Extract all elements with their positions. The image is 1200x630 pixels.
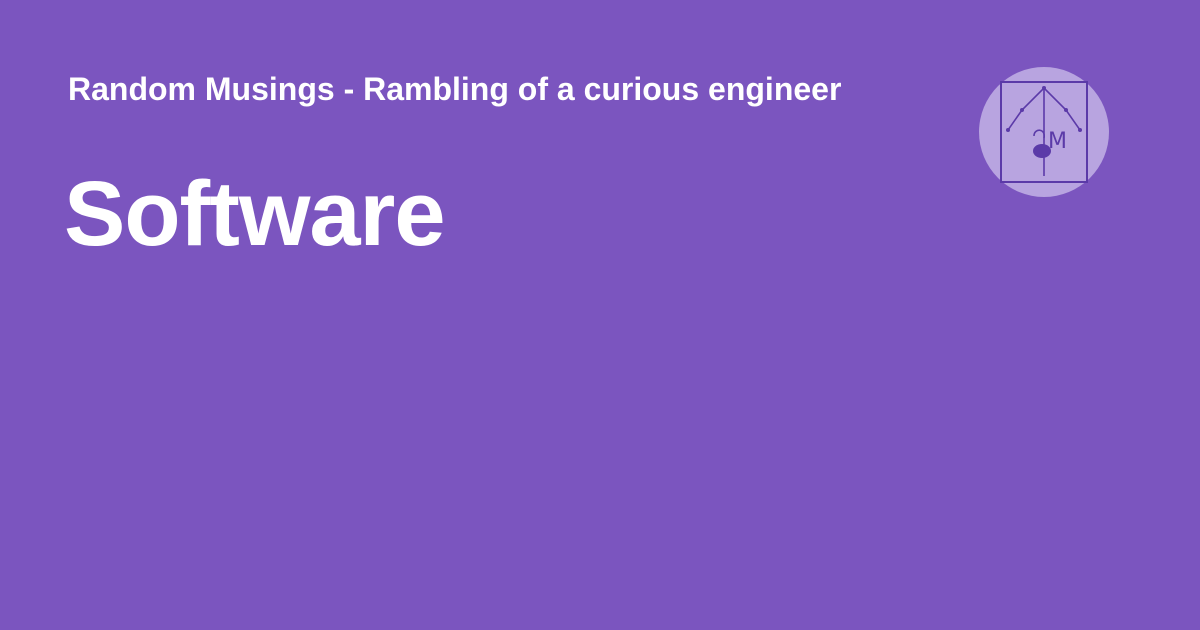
logo-monogram-letter: M bbox=[1048, 129, 1067, 154]
page-title: Software bbox=[64, 163, 446, 265]
site-title: Random Musings - Rambling of a curious e… bbox=[68, 71, 842, 107]
site-logo-icon: M bbox=[979, 67, 1109, 197]
site-logo: M bbox=[978, 66, 1110, 198]
